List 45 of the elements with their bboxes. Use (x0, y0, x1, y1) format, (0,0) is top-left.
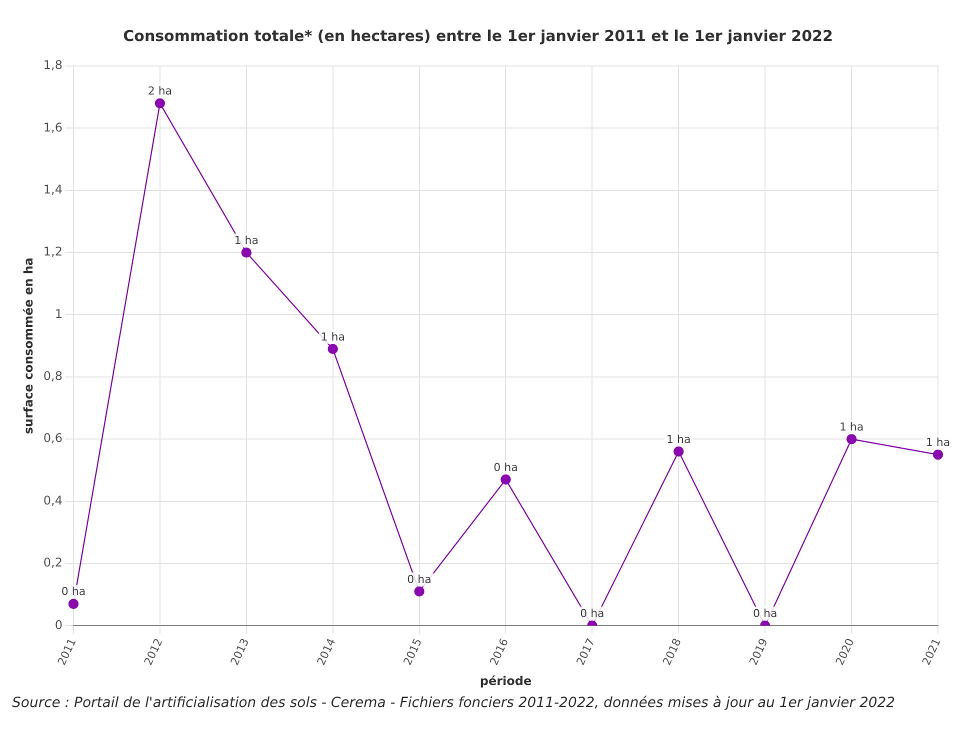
chart-title: Consommation totale* (en hectares) entre le 1er janvier 2011 et le 1er janvier 2022 (123, 26, 833, 45)
data-label: 1 ha (666, 432, 691, 446)
point (414, 586, 424, 597)
x-tick-label: 2020 (833, 636, 857, 668)
y-tick-label: 0,6 (43, 431, 62, 446)
source-note: Source : Portail de l'artificialisation des sols - Cerema - Fichiers fonciers 2011-2022, données mises à jour au 1er janvier 2022 (12, 695, 896, 711)
point (154, 98, 166, 108)
y-tick-label: 1 (54, 306, 62, 321)
point (932, 450, 944, 460)
data-label: 0 ha (752, 607, 778, 620)
x-tick-label: 2011 (55, 636, 79, 668)
point (241, 247, 252, 258)
y-tick-label: 0,8 (43, 369, 62, 384)
x-tick-label: 2013 (228, 636, 252, 668)
y-tick-label: 1,8 (43, 58, 62, 72)
x-tick-label: 2018 (660, 636, 684, 668)
data-label: 1 ha (926, 436, 950, 450)
y-tick-label: 0,2 (43, 556, 62, 570)
point (846, 434, 857, 444)
x-tick-label: 2017 (574, 636, 598, 668)
x-tick-label: 2014 (314, 636, 338, 668)
data-label: 0 ha (61, 585, 86, 598)
point (68, 598, 79, 609)
point (328, 344, 338, 354)
point (500, 474, 511, 485)
y-tick-label: 0 (54, 618, 62, 632)
y-tick-label: 1,4 (43, 182, 62, 196)
y-tick-label: 1,6 (43, 120, 62, 134)
y-axis-title: surface consommée en ha (21, 258, 36, 434)
x-tick-label: 2015 (400, 636, 425, 668)
x-axis-title: période (480, 674, 532, 688)
x-tick-label: 2021 (920, 636, 944, 668)
data-label: 1 ha (320, 330, 345, 344)
point (674, 446, 684, 457)
data-label: 0 ha (580, 607, 604, 620)
data-label: 1 ha (234, 234, 258, 247)
data-label: 2 ha (148, 84, 172, 98)
data-label: 1 ha (839, 420, 864, 434)
y-tick-label: 1,2 (43, 244, 62, 259)
y-tick-label: 0,4 (43, 493, 62, 508)
x-tick-label: 2016 (487, 636, 512, 668)
data-label: 0 ha (407, 572, 432, 586)
x-tick-label: 2019 (746, 636, 770, 668)
data-label: 0 ha (494, 460, 518, 474)
x-tick-label: 2012 (142, 636, 166, 668)
